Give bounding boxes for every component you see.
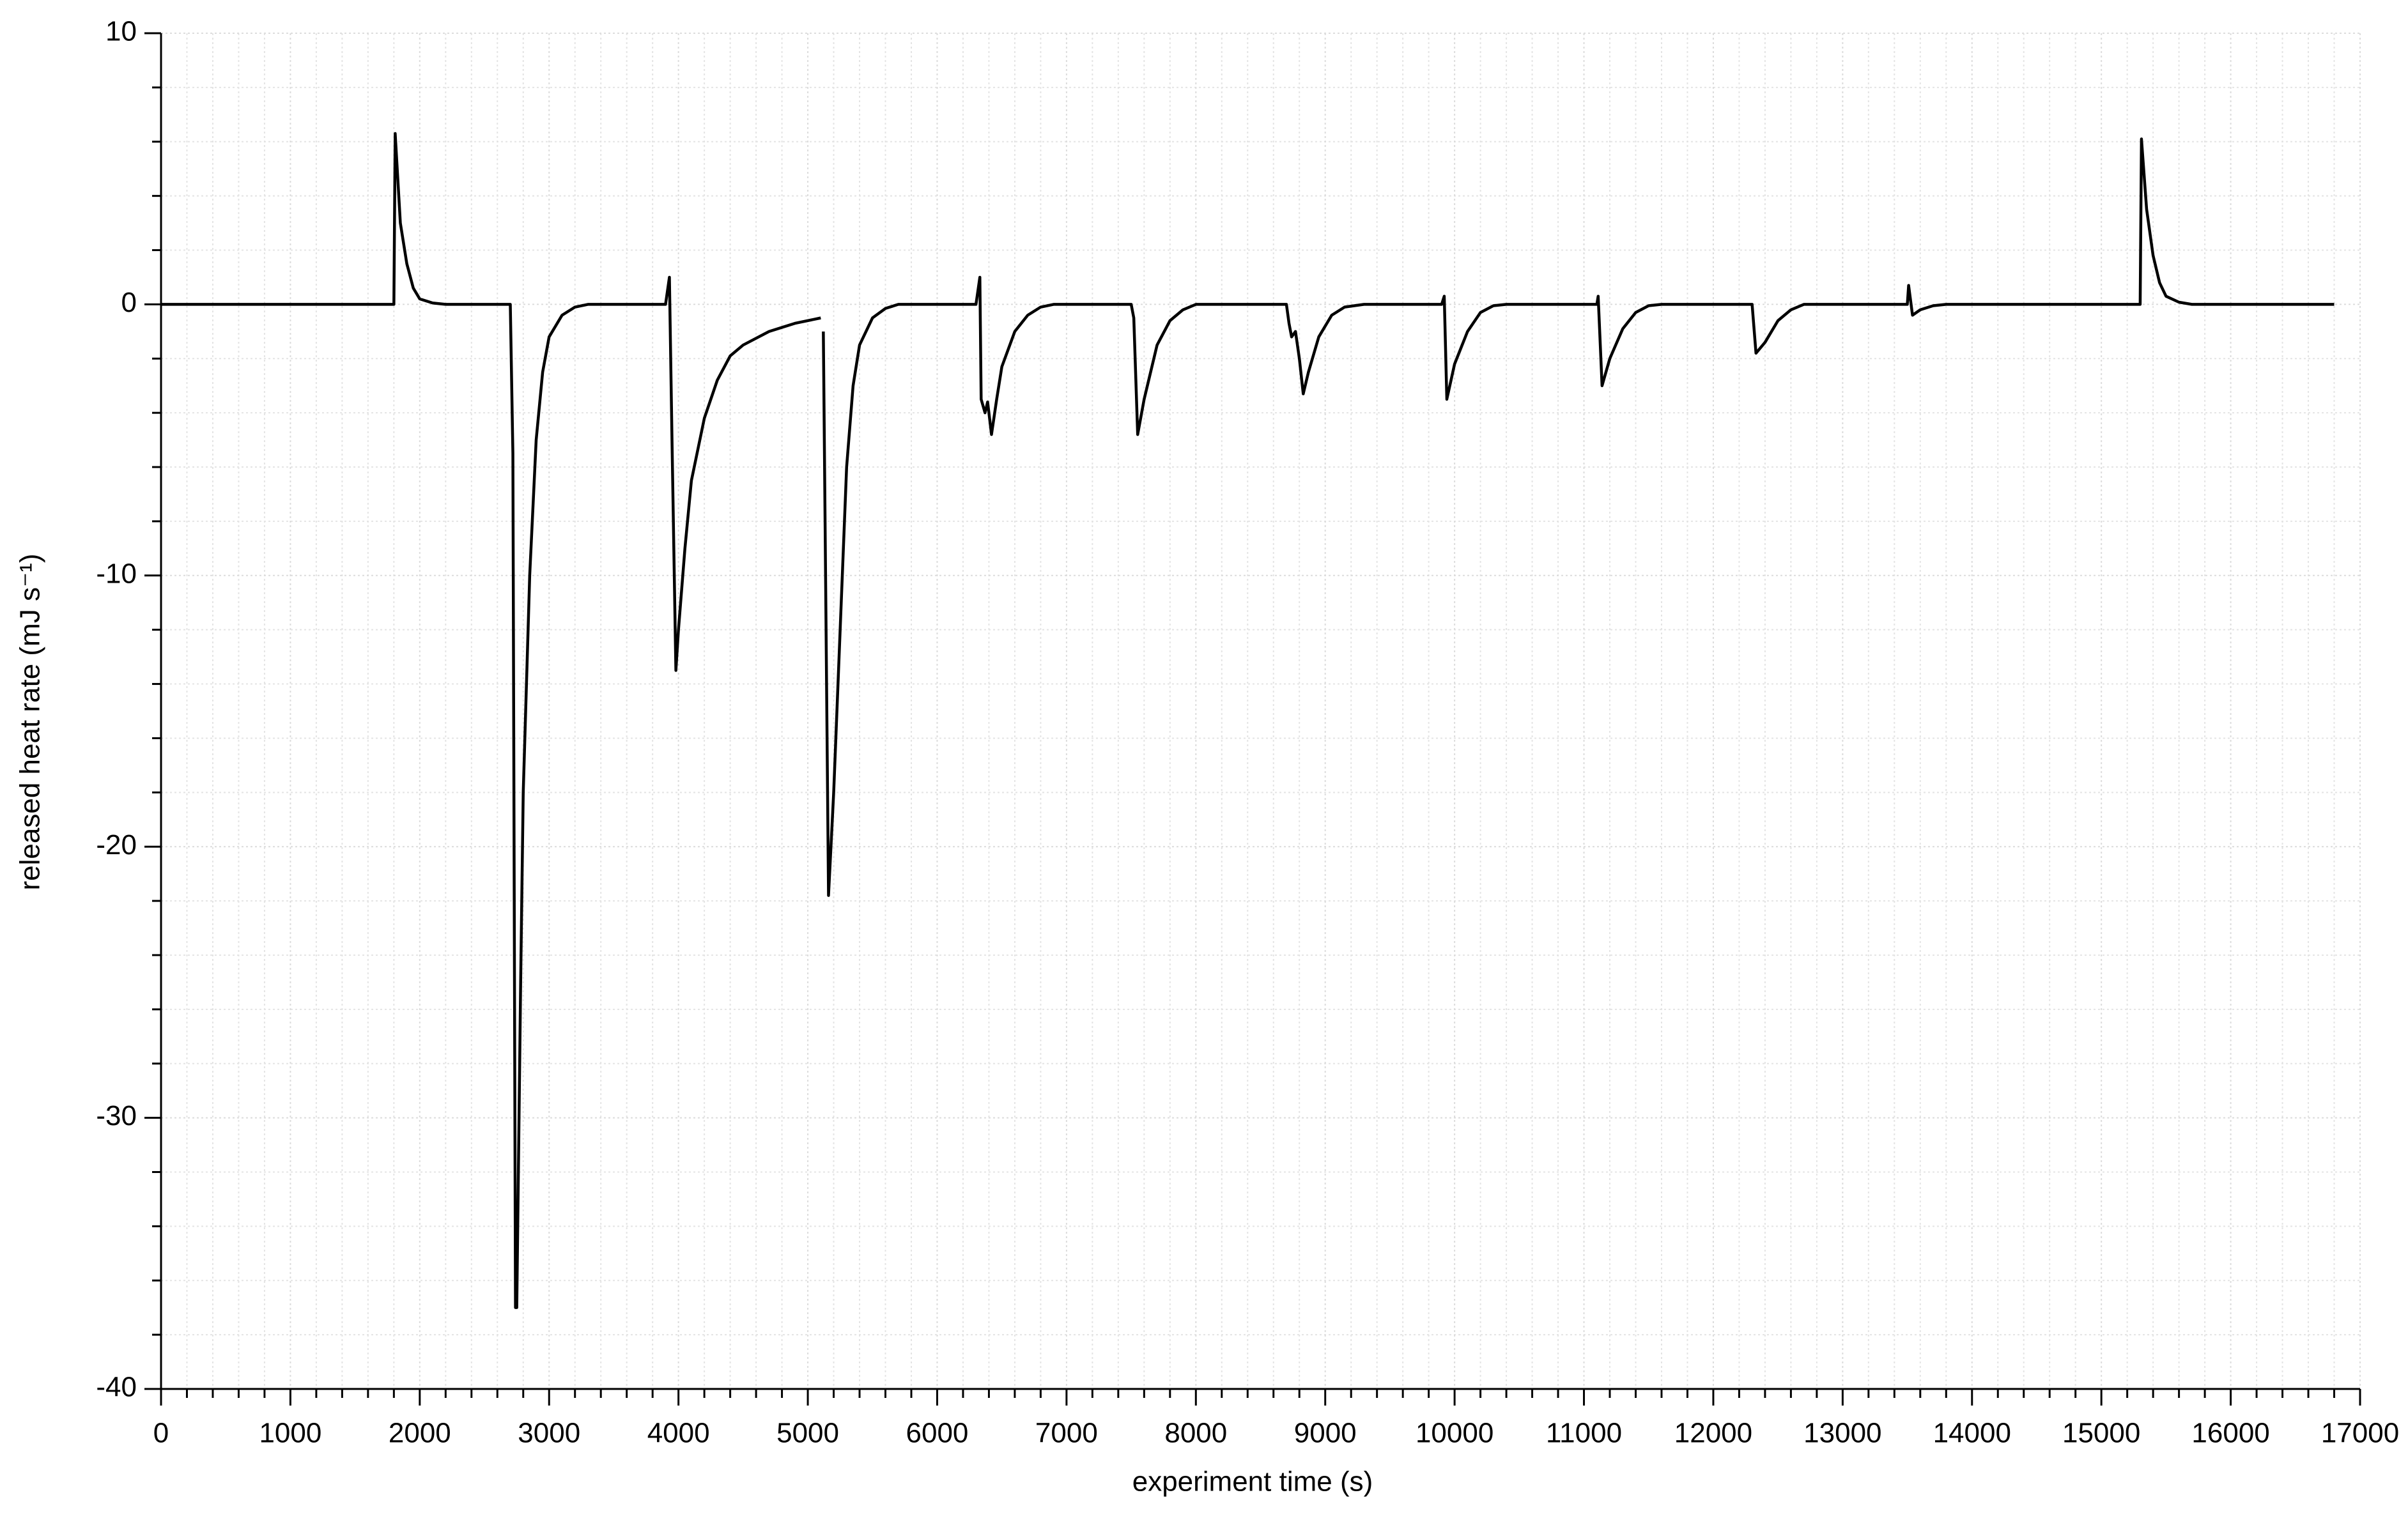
y-tick-label: 0 [121, 287, 137, 318]
x-tick-label: 11000 [1546, 1418, 1622, 1449]
x-tick-label: 9000 [1294, 1418, 1357, 1449]
x-tick-label: 12000 [1674, 1418, 1752, 1449]
x-tick-label: 17000 [2321, 1418, 2399, 1449]
x-tick-label: 13000 [1803, 1418, 1881, 1449]
x-tick-label: 10000 [1416, 1418, 1493, 1449]
y-tick-label: -20 [96, 829, 137, 861]
x-tick-label: 16000 [2191, 1418, 2269, 1449]
x-tick-label: 8000 [1164, 1418, 1227, 1449]
x-tick-label: 15000 [2062, 1418, 2140, 1449]
x-tick-label: 7000 [1035, 1418, 1098, 1449]
y-tick-label: 10 [105, 16, 137, 47]
x-tick-label: 3000 [518, 1418, 580, 1449]
x-tick-label: 14000 [1933, 1418, 2011, 1449]
x-axis-label: experiment time (s) [1132, 1466, 1373, 1498]
y-tick-label: -40 [96, 1372, 137, 1403]
x-tick-label: 2000 [389, 1418, 451, 1449]
x-tick-label: 0 [153, 1418, 169, 1449]
y-tick-label: -10 [96, 558, 137, 589]
x-tick-label: 5000 [776, 1418, 839, 1449]
x-tick-label: 4000 [647, 1418, 710, 1449]
x-tick-label: 1000 [259, 1418, 321, 1449]
data-line [161, 132, 2335, 1309]
y-tick-label: -30 [96, 1100, 137, 1131]
x-tick-label: 6000 [906, 1418, 969, 1449]
y-axis-label: released heat rate (mJ s⁻¹) [15, 554, 46, 891]
